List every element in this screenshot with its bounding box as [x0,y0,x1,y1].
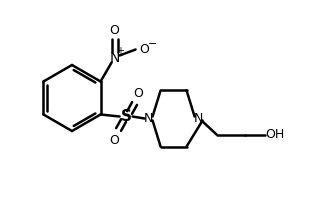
Text: O: O [110,134,120,147]
Text: O: O [134,87,144,100]
Text: N: N [144,112,153,125]
Text: +: + [116,46,124,56]
Text: O: O [140,43,150,56]
Text: OH: OH [265,128,284,141]
Text: N: N [110,51,120,65]
Text: −: − [148,39,157,48]
Text: S: S [121,109,132,124]
Text: N: N [194,112,203,125]
Text: O: O [110,24,120,37]
